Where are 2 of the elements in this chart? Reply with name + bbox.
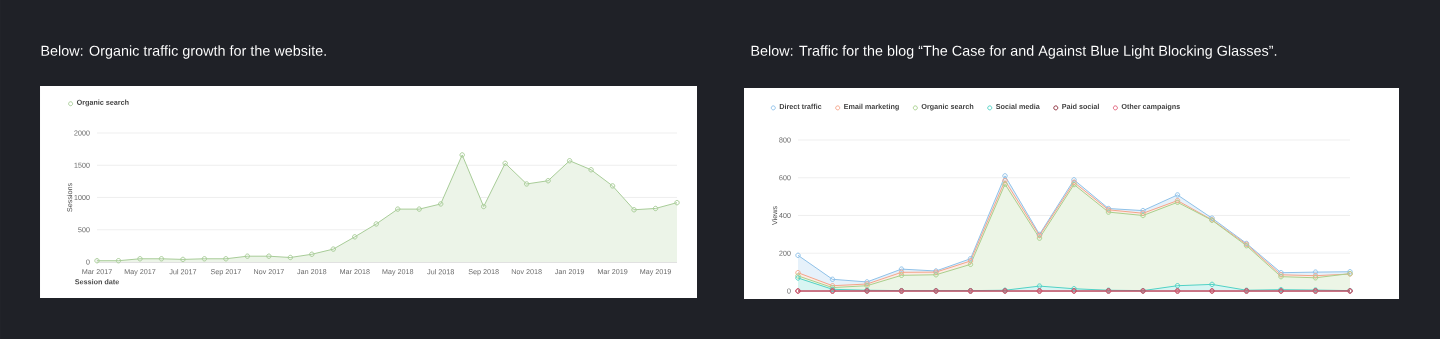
chart-title: Below: Traffic for the blog “The Case for and Against Blue Light Blocking Glasses”. bbox=[751, 45, 1277, 59]
chart-title: Below: Organic traffic growth for the website. bbox=[41, 45, 326, 59]
